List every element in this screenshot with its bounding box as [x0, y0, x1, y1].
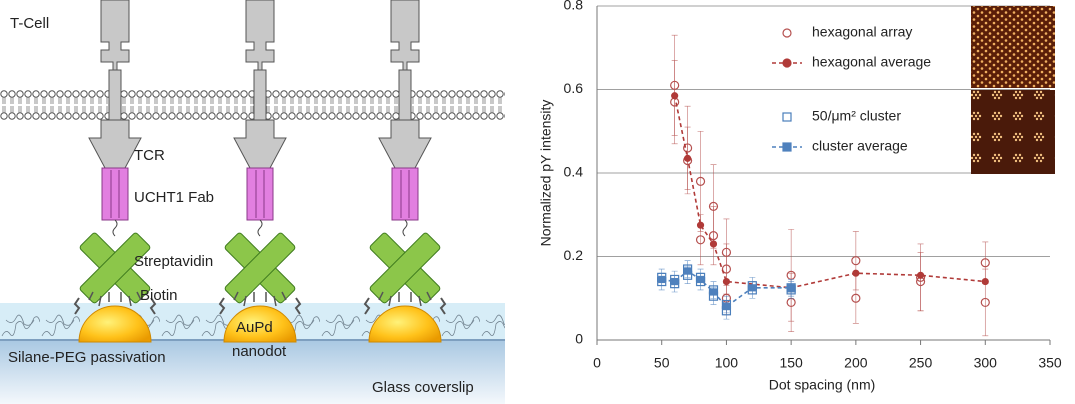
x-tick-label: 250: [909, 355, 933, 371]
y-tick-label: 0.6: [564, 80, 584, 96]
figure: T-Cell TCR UCHT1 Fab Streptavidin Biotin…: [0, 0, 1075, 404]
marker: [710, 241, 716, 247]
y-tick-label: 0.4: [564, 164, 584, 180]
marker: [788, 285, 794, 291]
x-tick-label: 350: [1038, 355, 1062, 371]
receptor: [220, 0, 300, 342]
label: Glass coverslip: [372, 379, 474, 396]
marker: [698, 276, 704, 282]
legend-label: 50/μm² cluster: [812, 108, 901, 124]
label: UCHT1 Fab: [134, 189, 214, 206]
x-axis-title: Dot spacing (nm): [769, 377, 876, 393]
marker: [672, 279, 678, 285]
marker: [787, 298, 795, 306]
marker: [659, 276, 665, 282]
receptor: [365, 0, 445, 342]
legend-label: hexagonal average: [812, 54, 931, 70]
marker: [723, 304, 729, 310]
legend-marker: [783, 113, 791, 121]
label: TCR: [134, 147, 165, 164]
inset-cluster: [971, 90, 1055, 174]
x-tick-label: 200: [844, 355, 868, 371]
y-tick-label: 0.8: [564, 0, 584, 13]
marker: [672, 93, 678, 99]
label: nanodot: [232, 343, 287, 360]
x-tick-label: 50: [654, 355, 670, 371]
marker: [852, 294, 860, 302]
legend-label: cluster average: [812, 138, 908, 154]
marker: [698, 222, 704, 228]
marker: [697, 177, 705, 185]
marker: [918, 272, 924, 278]
marker: [981, 259, 989, 267]
label: AuPd: [236, 319, 273, 336]
label: Streptavidin: [134, 253, 213, 270]
inset-hexagonal: [971, 6, 1055, 88]
page: T-Cell TCR UCHT1 Fab Streptavidin Biotin…: [0, 0, 1075, 404]
x-tick-label: 100: [715, 355, 739, 371]
marker: [852, 257, 860, 265]
x-tick-label: 0: [593, 355, 601, 371]
marker: [697, 236, 705, 244]
marker: [685, 155, 691, 161]
x-tick-label: 300: [974, 355, 998, 371]
y-axis-title: Normalized pY intensity: [538, 100, 554, 247]
marker: [982, 279, 988, 285]
label: T-Cell: [10, 15, 49, 32]
marker: [723, 279, 729, 285]
series-line: [675, 96, 986, 288]
y-tick-label: 0.2: [564, 247, 584, 263]
legend-label: hexagonal array: [812, 24, 912, 40]
marker: [710, 289, 716, 295]
marker: [685, 268, 691, 274]
legend-marker: [783, 29, 791, 37]
label: Silane-PEG passivation: [8, 349, 166, 366]
marker: [981, 298, 989, 306]
marker: [709, 232, 717, 240]
x-tick-label: 150: [779, 355, 803, 371]
marker: [749, 285, 755, 291]
label: Biotin: [140, 287, 178, 304]
legend-marker: [783, 59, 791, 67]
membrane: [0, 90, 505, 120]
legend-marker: [783, 143, 791, 151]
marker: [853, 270, 859, 276]
y-tick-label: 0: [575, 331, 583, 347]
